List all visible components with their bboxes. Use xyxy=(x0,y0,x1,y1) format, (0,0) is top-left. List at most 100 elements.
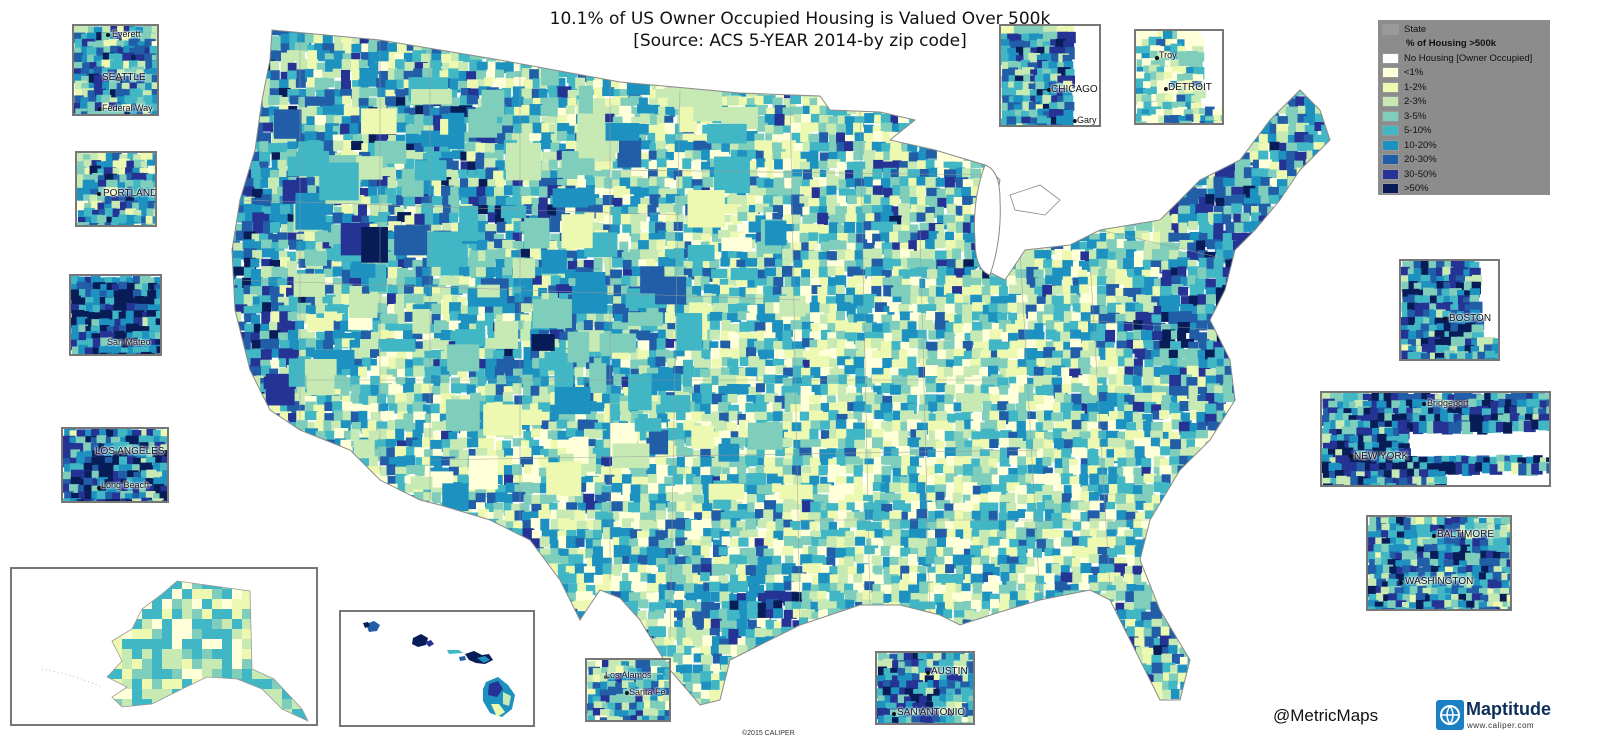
zip-area xyxy=(511,133,521,143)
zip-area xyxy=(838,78,853,91)
zip-area xyxy=(997,303,1011,315)
zip-area xyxy=(837,53,851,68)
zip-area xyxy=(1036,303,1047,317)
zip-area xyxy=(1017,359,1027,370)
zip-area xyxy=(243,123,256,138)
zip-area xyxy=(836,302,851,312)
zip-area xyxy=(259,141,269,156)
zip-area xyxy=(568,80,580,94)
zip-area xyxy=(1133,196,1145,208)
zip-area xyxy=(1053,302,1063,315)
zip-area xyxy=(610,269,623,279)
zip-area xyxy=(916,296,928,311)
zip-area xyxy=(916,176,929,186)
zip-area xyxy=(629,95,642,106)
zip-area xyxy=(793,250,807,261)
zip-area xyxy=(710,50,721,65)
zip-area xyxy=(1187,314,1198,329)
zip-area xyxy=(943,214,958,226)
zip-area xyxy=(241,30,256,37)
zip-area xyxy=(289,304,301,317)
zip-area xyxy=(550,275,561,289)
zip-area xyxy=(1250,356,1260,367)
zip-area xyxy=(647,204,657,217)
zip-area xyxy=(252,304,265,314)
zip-area xyxy=(388,357,400,372)
zip-area xyxy=(1241,30,1253,40)
zip-area xyxy=(1287,169,1299,182)
zip-area xyxy=(1034,132,1046,142)
zip-area xyxy=(971,30,985,37)
zip-area xyxy=(1105,161,1119,171)
zip-area xyxy=(1334,33,1347,42)
zip-area xyxy=(1126,168,1139,181)
zip-area xyxy=(468,366,478,379)
zip-area xyxy=(259,51,271,66)
zip-area xyxy=(1069,320,1083,332)
zip-area xyxy=(1322,77,1330,92)
zip-area xyxy=(829,30,841,33)
zip-area xyxy=(379,329,389,342)
zip-area xyxy=(423,30,436,36)
zip-area xyxy=(234,70,244,80)
zip-area xyxy=(1117,356,1131,367)
zip-area xyxy=(1169,149,1183,164)
zip-area xyxy=(1251,230,1266,242)
zip-area xyxy=(847,30,858,37)
zip-area xyxy=(935,312,946,322)
zip-area xyxy=(397,212,412,223)
zip-area xyxy=(1312,293,1323,304)
zip-area xyxy=(1252,98,1267,111)
zip-area xyxy=(756,122,768,132)
zip-area xyxy=(1294,44,1309,57)
zip-area xyxy=(946,51,956,66)
zip-area xyxy=(1070,347,1083,359)
zip-area xyxy=(1071,195,1083,205)
zip-area xyxy=(1097,151,1109,163)
zip-area xyxy=(1324,71,1330,81)
zip-area xyxy=(1288,233,1298,245)
zip-area xyxy=(505,78,517,91)
zip-area xyxy=(1179,197,1193,209)
zip-area xyxy=(829,358,839,372)
zip-area xyxy=(826,195,838,206)
zip-area xyxy=(1069,131,1080,142)
zip-area xyxy=(602,44,616,58)
zip-area xyxy=(1321,194,1330,204)
zip-area xyxy=(1295,197,1306,208)
zip-area xyxy=(944,303,958,316)
zip-area xyxy=(1231,97,1241,111)
zip-area xyxy=(727,51,738,64)
zip-area xyxy=(700,116,714,127)
zip-area xyxy=(458,187,469,201)
zip-area xyxy=(1223,52,1237,64)
zip-area xyxy=(729,348,741,363)
zip-area xyxy=(630,275,643,286)
zip-area xyxy=(550,142,560,154)
zip-area xyxy=(423,125,436,136)
zip-area xyxy=(775,52,790,63)
zip-area xyxy=(386,251,397,266)
zip-area xyxy=(1331,71,1341,82)
zip-area xyxy=(1169,203,1179,216)
zip-area xyxy=(792,30,803,40)
zip-area xyxy=(243,203,255,216)
zip-area xyxy=(232,169,240,181)
zip-area xyxy=(729,323,744,334)
zip-area xyxy=(460,88,471,98)
zip-area xyxy=(484,158,498,168)
zip-area xyxy=(910,88,922,98)
zip-area xyxy=(612,197,623,207)
zip-area xyxy=(898,167,908,178)
zip-area xyxy=(567,113,582,125)
zip-area xyxy=(358,98,369,108)
zip-area xyxy=(854,98,868,112)
zip-area xyxy=(1106,30,1121,40)
zip-area xyxy=(1233,251,1246,261)
zip-area xyxy=(244,213,257,223)
zip-area xyxy=(1322,30,1330,38)
zip-area xyxy=(909,95,921,108)
zip-area xyxy=(1215,197,1225,210)
zip-area xyxy=(377,185,388,196)
zip-area xyxy=(296,233,308,243)
